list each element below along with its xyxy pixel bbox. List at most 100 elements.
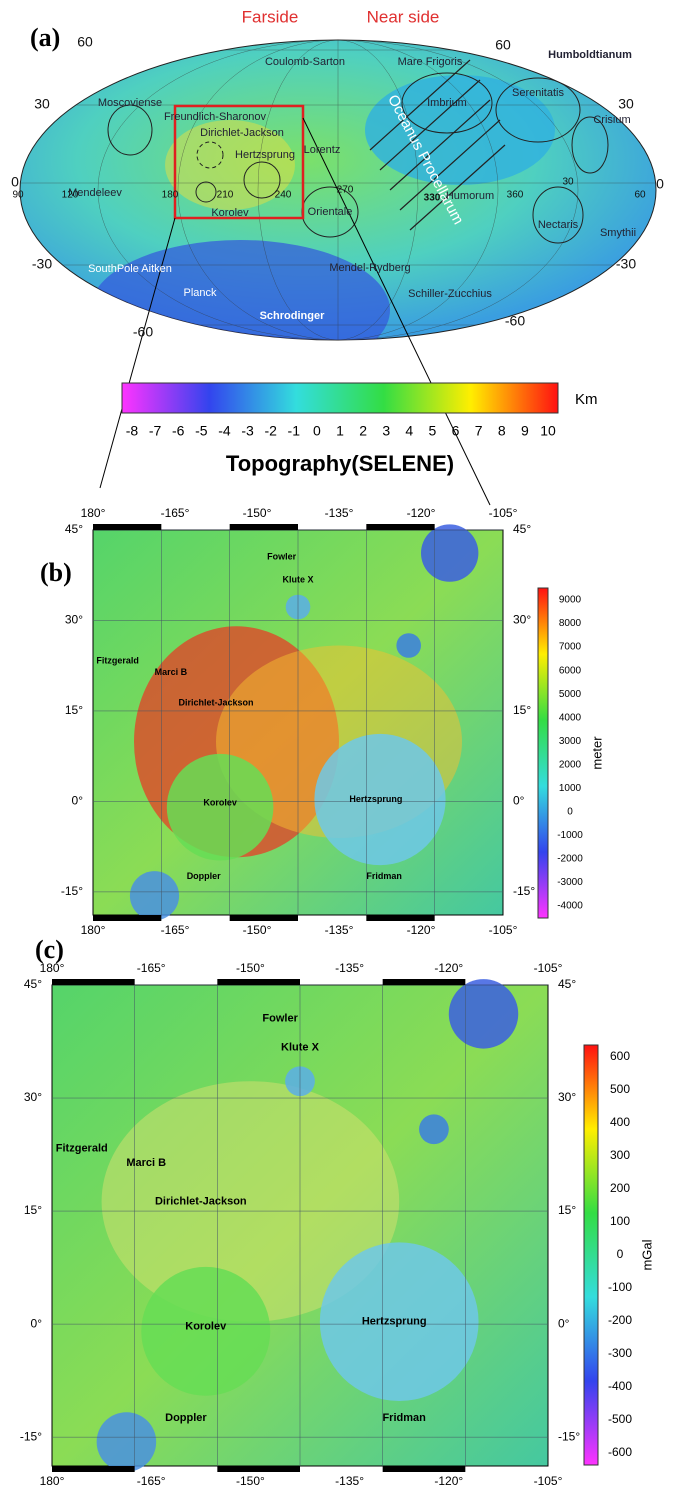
y-tick-label: 45° <box>513 522 531 536</box>
grid-label: 0 <box>11 174 19 190</box>
frame <box>93 915 162 921</box>
feature-label: Smythii <box>600 227 636 239</box>
colorbar-tick: -1 <box>288 423 301 439</box>
x-tick-label: 180° <box>40 1474 65 1488</box>
grid-label: 30 <box>34 96 50 112</box>
colorbar-tick: -3000 <box>557 877 583 888</box>
feature-label: Schiller-Zucchius <box>408 288 492 300</box>
frame <box>229 915 298 921</box>
y-tick-label: 0° <box>72 794 84 808</box>
colorbar-tick: 8000 <box>559 618 582 629</box>
frame <box>217 1466 300 1472</box>
grid-label: 30 <box>562 177 574 188</box>
colorbar-tick: 1 <box>336 423 344 439</box>
grid-label: 60 <box>77 34 93 50</box>
header: Near side <box>367 7 440 26</box>
crater-label: Fowler <box>267 551 297 561</box>
crater-label: Korolev <box>185 1320 227 1332</box>
crater <box>129 871 180 921</box>
x-tick-label: -120° <box>434 961 463 975</box>
crater-label: Marci B <box>126 1157 166 1169</box>
colorbar-tick: -200 <box>608 1313 632 1327</box>
crater-label: Dirichlet-Jackson <box>155 1195 247 1207</box>
crater <box>141 1266 271 1396</box>
feature-label: Coulomb-Sarton <box>265 56 345 68</box>
feature-label: Dirichlet-Jackson <box>200 127 284 139</box>
colorbar-tick: 6000 <box>559 665 582 676</box>
feature-label: Hertzsprung <box>235 149 295 161</box>
feature-label: Mendeleev <box>68 187 122 199</box>
y-tick-label: -15° <box>61 884 83 898</box>
x-tick-label: -135° <box>335 1474 364 1488</box>
feature-label: Mendel-Rydberg <box>329 262 410 274</box>
x-tick-label: -120° <box>434 1474 463 1488</box>
frame <box>52 979 135 985</box>
colorbar-tick: 2000 <box>559 759 582 770</box>
colorbar-tick: -100 <box>608 1280 632 1294</box>
x-tick-label: -150° <box>243 923 272 937</box>
grid-label: 210 <box>217 190 234 201</box>
crater-label: Fitzgerald <box>96 655 139 665</box>
crater-label: Marci B <box>155 667 188 677</box>
crater <box>314 733 446 866</box>
grid-label: -30 <box>616 256 636 272</box>
colorbar <box>583 1044 599 1466</box>
colorbar-tick: -4 <box>218 423 231 439</box>
x-tick-label: -135° <box>325 923 354 937</box>
colorbar-unit: Km <box>575 391 598 408</box>
colorbar-tick: 3 <box>382 423 390 439</box>
feature-label: Moscoviense <box>98 97 162 109</box>
colorbar-tick: 1000 <box>559 783 582 794</box>
frame <box>382 1466 466 1472</box>
y-tick-label: 0° <box>31 1316 43 1330</box>
feature-label: Nectaris <box>538 219 579 231</box>
crater-label: Korolev <box>203 798 237 808</box>
colorbar-tick: -500 <box>608 1412 632 1426</box>
feature-label: Humorum <box>446 190 494 202</box>
colorbar <box>537 587 549 919</box>
colorbar-tick: 2 <box>359 423 367 439</box>
x-tick-label: 180° <box>81 923 106 937</box>
x-tick-label: -165° <box>137 961 166 975</box>
y-tick-label: 30° <box>24 1090 42 1104</box>
grid-label: 60 <box>634 190 646 201</box>
panel-label: (a) <box>30 23 60 52</box>
zoom-box <box>173 104 305 220</box>
colorbar-tick: 300 <box>610 1148 630 1162</box>
crater-label: Doppler <box>165 1412 207 1424</box>
colorbar-unit: meter <box>589 736 604 770</box>
feature-label: Korolev <box>211 207 249 219</box>
y-tick-label: 15° <box>65 703 83 717</box>
colorbar-tick: -2 <box>264 423 277 439</box>
feature-label: Freundlich-Sharonov <box>164 111 267 123</box>
colorbar-tick: 400 <box>610 1115 630 1129</box>
panel-label: (c) <box>35 935 64 964</box>
x-tick-label: -165° <box>161 506 190 520</box>
crater <box>421 524 479 582</box>
crater <box>166 753 274 861</box>
feature-label: Orientale <box>308 206 353 218</box>
colorbar-tick: 3000 <box>559 736 582 747</box>
y-tick-label: 30° <box>513 613 531 627</box>
colorbar-tick: 5 <box>429 423 437 439</box>
colorbar-title: Topography(SELENE) <box>226 451 454 476</box>
header: Farside <box>242 7 299 26</box>
y-tick-label: 45° <box>558 977 576 991</box>
colorbar-unit: mGal <box>639 1239 654 1270</box>
y-tick-label: 0° <box>558 1316 570 1330</box>
panel-label: (b) <box>40 558 72 587</box>
x-tick-label: -105° <box>534 1474 563 1488</box>
y-tick-label: 15° <box>558 1203 576 1217</box>
frame <box>382 979 466 985</box>
feature-label: Crisium <box>593 114 630 126</box>
frame <box>217 979 300 985</box>
crater <box>448 979 519 1049</box>
colorbar-tick: -4000 <box>557 901 583 912</box>
crater-label: Fowler <box>262 1013 298 1025</box>
crater <box>419 1114 449 1145</box>
feature-label: Mare Frigoris <box>398 56 463 68</box>
feature-label: Humboldtianum <box>548 49 632 61</box>
grid-label: 360 <box>507 190 524 201</box>
